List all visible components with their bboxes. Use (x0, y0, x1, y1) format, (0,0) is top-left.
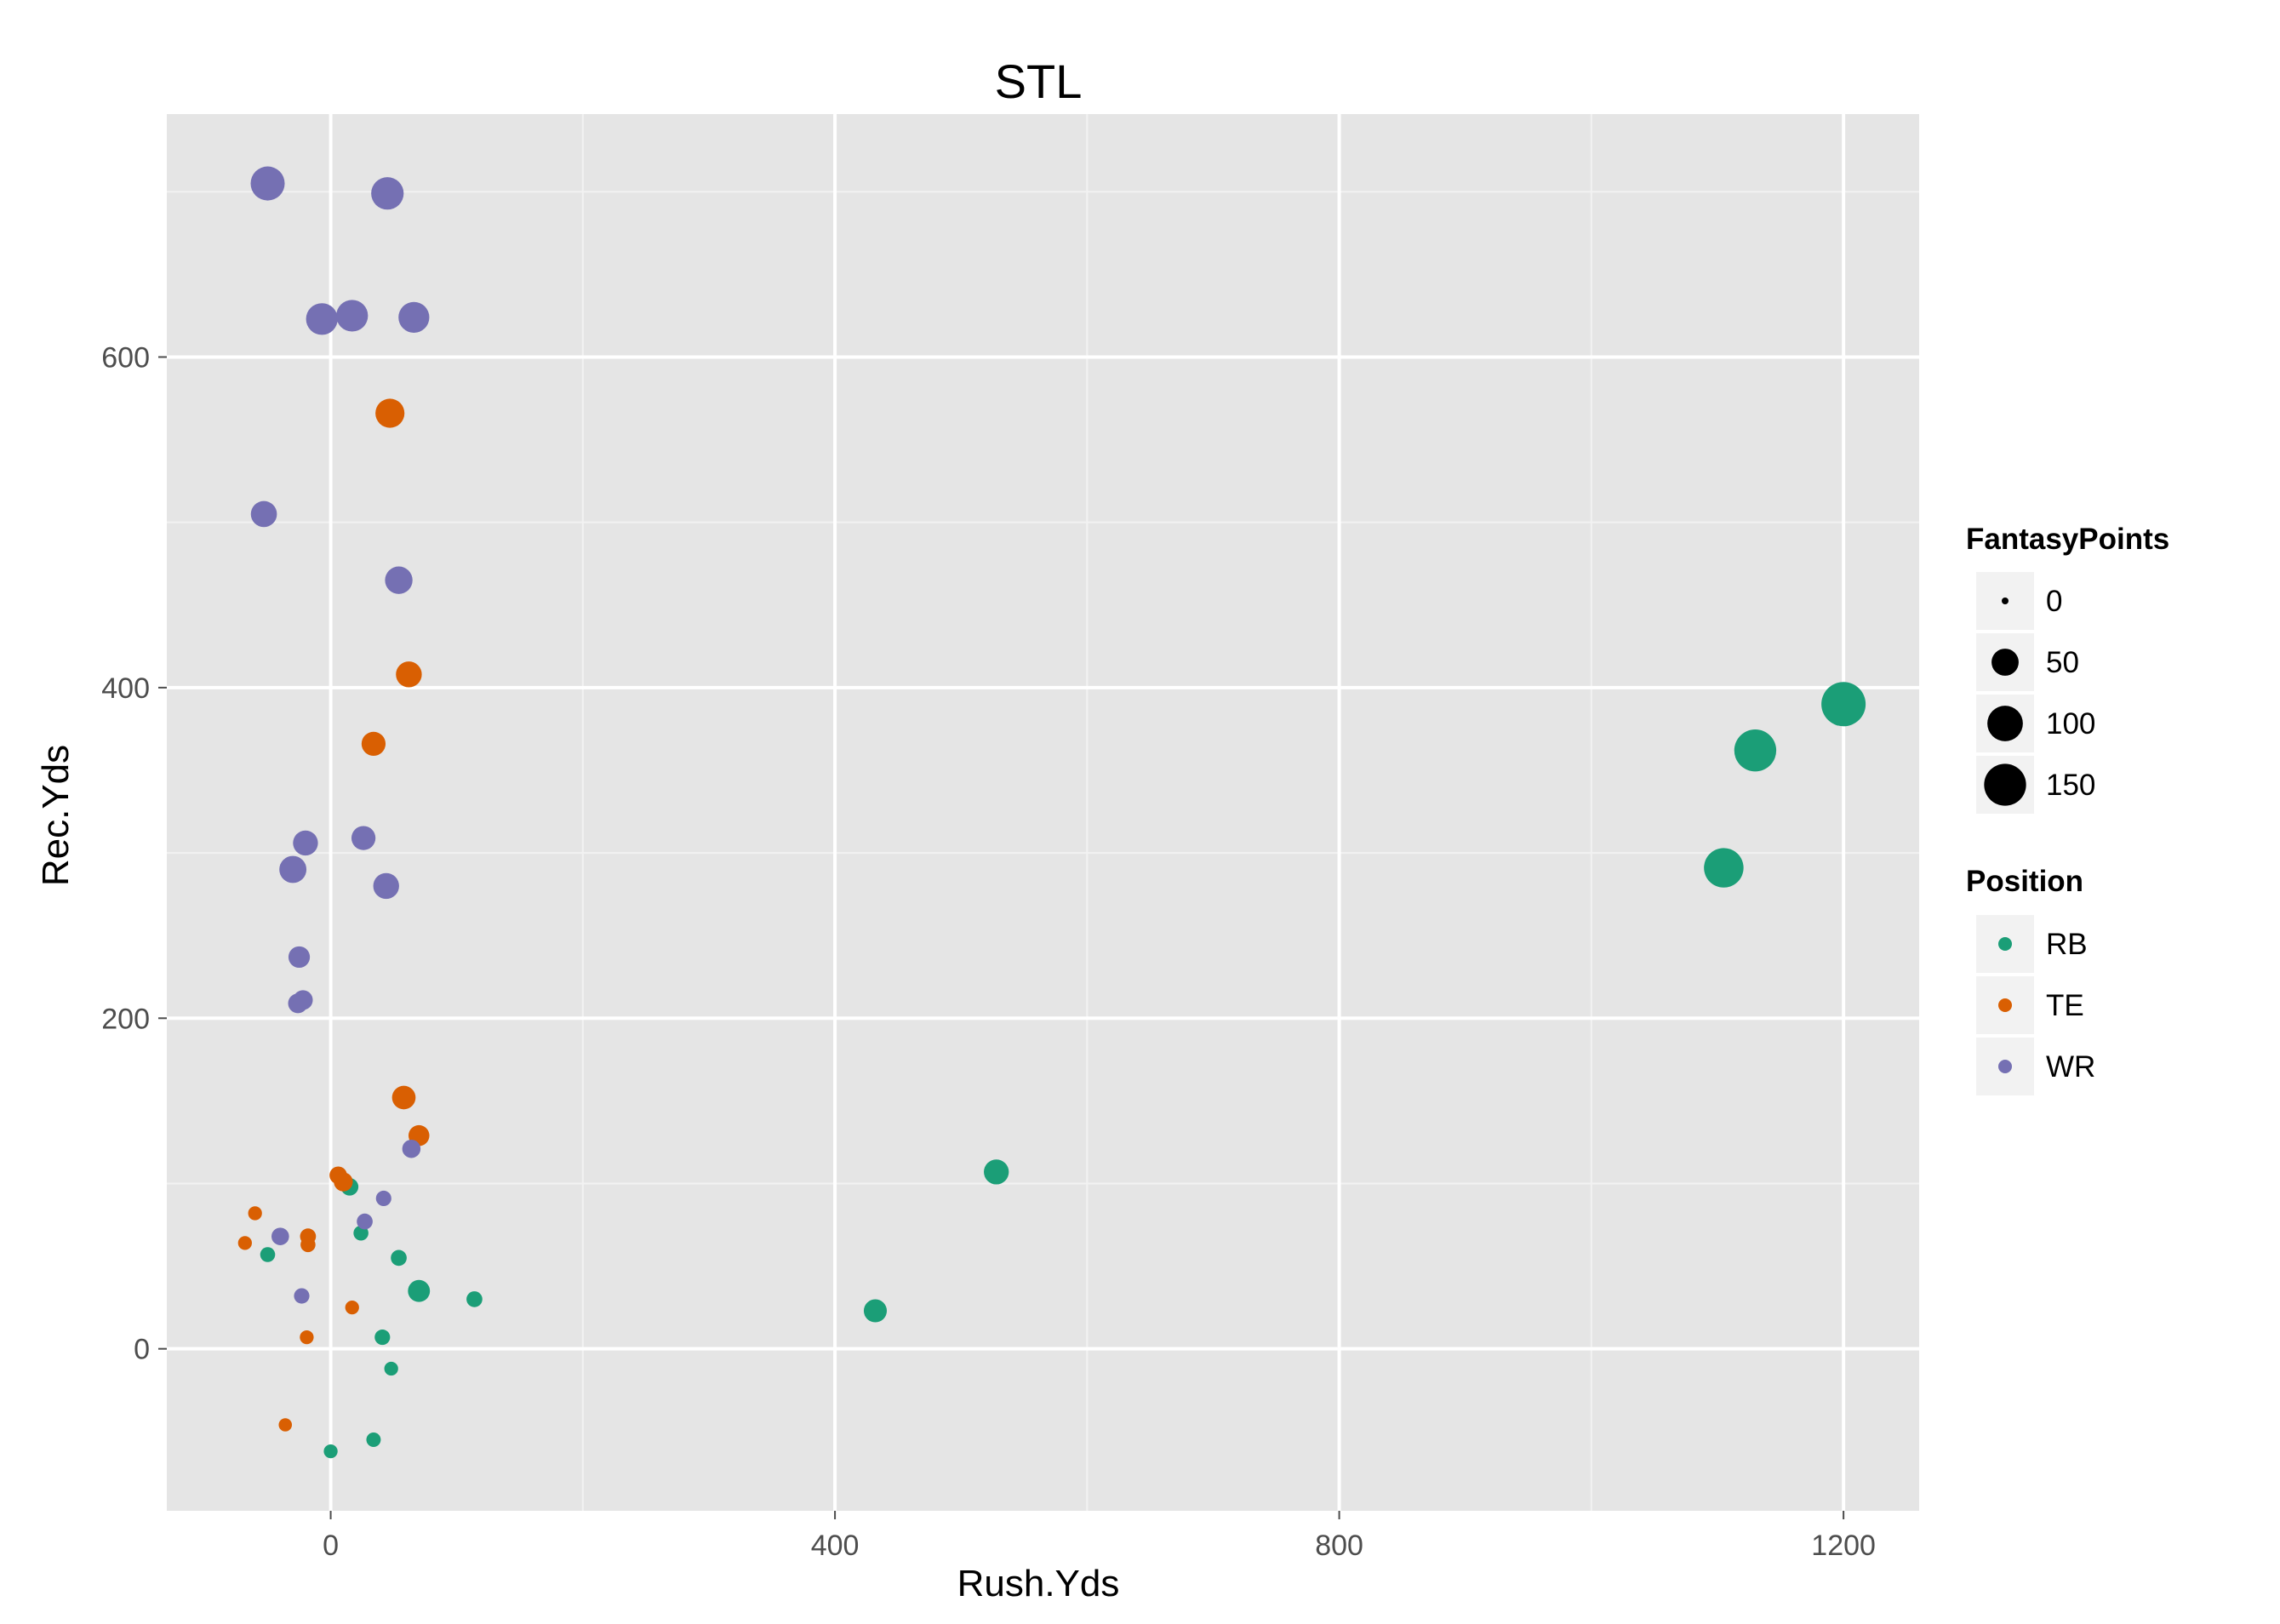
color-legend-label: TE (2046, 989, 2084, 1022)
data-point-wr (288, 946, 311, 969)
data-point-te (361, 731, 386, 757)
data-point-rb (260, 1247, 276, 1262)
data-point-wr (371, 177, 404, 210)
major-gridlines (167, 114, 1919, 1511)
size-legend-title: FantasyPoints (1966, 523, 2169, 556)
color-legend-label: WR (2046, 1050, 2095, 1084)
data-point-wr (385, 566, 413, 594)
x-tick-label: 1200 (1811, 1530, 1876, 1562)
data-point-rb (366, 1432, 381, 1447)
data-point-rb (323, 1444, 338, 1459)
size-legend-label: 50 (2046, 646, 2079, 679)
data-point-rb (1704, 848, 1744, 888)
plot-panel (167, 114, 1919, 1511)
data-point-te (345, 1300, 359, 1315)
data-point-wr (373, 872, 399, 900)
data-point-wr (336, 300, 369, 332)
size-legend-symbol (1984, 763, 2026, 806)
y-tick-label: 400 (101, 672, 150, 705)
data-point-te (391, 1085, 416, 1110)
data-point-wr (271, 1227, 289, 1245)
data-point-wr (293, 990, 313, 1010)
data-point-wr (351, 826, 376, 850)
data-point-wr (250, 500, 277, 528)
y-axis-title: Rec.Yds (35, 745, 77, 886)
x-tick-label: 0 (323, 1530, 339, 1562)
size-legend-symbol (1991, 649, 2019, 676)
data-point-wr (293, 830, 318, 856)
data-point-rb (1821, 682, 1866, 727)
color-legend-label: RB (2046, 928, 2088, 961)
data-point-rb (1734, 729, 1777, 772)
size-legend-label: 0 (2046, 585, 2062, 618)
y-tick-label: 600 (101, 341, 150, 374)
data-point-rb (466, 1291, 483, 1307)
size-legend: FantasyPoints 0 50 100 150 (1966, 523, 2169, 814)
data-point-te (334, 1172, 353, 1192)
data-point-rb (984, 1159, 1009, 1185)
data-point-rb (374, 1330, 391, 1346)
size-legend-label: 150 (2046, 769, 2095, 802)
data-point-rb (863, 1299, 888, 1323)
color-legend: Position RB TE WR (1966, 865, 2095, 1095)
data-points (237, 166, 1866, 1459)
color-legend-symbol-wr (1998, 1060, 2012, 1073)
data-point-wr (357, 1213, 373, 1230)
data-point-wr (294, 1288, 310, 1304)
x-axis-ticks: 0 400 800 1200 (323, 1511, 1876, 1562)
chart-title: STL (995, 54, 1083, 108)
y-axis-ticks: 0 200 400 600 (101, 341, 167, 1366)
size-legend-symbol (2002, 598, 2009, 604)
color-legend-symbol-te (1998, 998, 2012, 1012)
data-point-te (237, 1236, 252, 1250)
data-point-te (300, 1330, 314, 1345)
x-tick-label: 400 (811, 1530, 860, 1562)
data-point-wr (375, 1190, 391, 1207)
data-point-rb (384, 1361, 398, 1376)
y-tick-label: 200 (101, 1003, 150, 1035)
data-point-wr (402, 1139, 421, 1158)
data-point-rb (408, 1279, 431, 1302)
size-legend-symbol (1987, 706, 2023, 741)
data-point-wr (398, 301, 430, 333)
data-point-wr (279, 855, 307, 883)
x-tick-label: 800 (1315, 1530, 1363, 1562)
data-point-te (396, 661, 422, 688)
color-legend-symbol-rb (1998, 937, 2012, 951)
y-tick-label: 0 (134, 1334, 150, 1366)
data-point-te (248, 1206, 262, 1221)
data-point-rb (391, 1249, 407, 1267)
data-point-te (300, 1237, 316, 1253)
data-point-te (278, 1418, 293, 1432)
size-legend-label: 100 (2046, 707, 2095, 741)
data-point-te (375, 398, 405, 428)
data-point-wr (250, 166, 285, 201)
minor-gridlines (167, 114, 1919, 1511)
data-point-wr (306, 303, 338, 335)
x-axis-title: Rush.Yds (957, 1563, 1120, 1604)
color-legend-title: Position (1966, 865, 2083, 898)
